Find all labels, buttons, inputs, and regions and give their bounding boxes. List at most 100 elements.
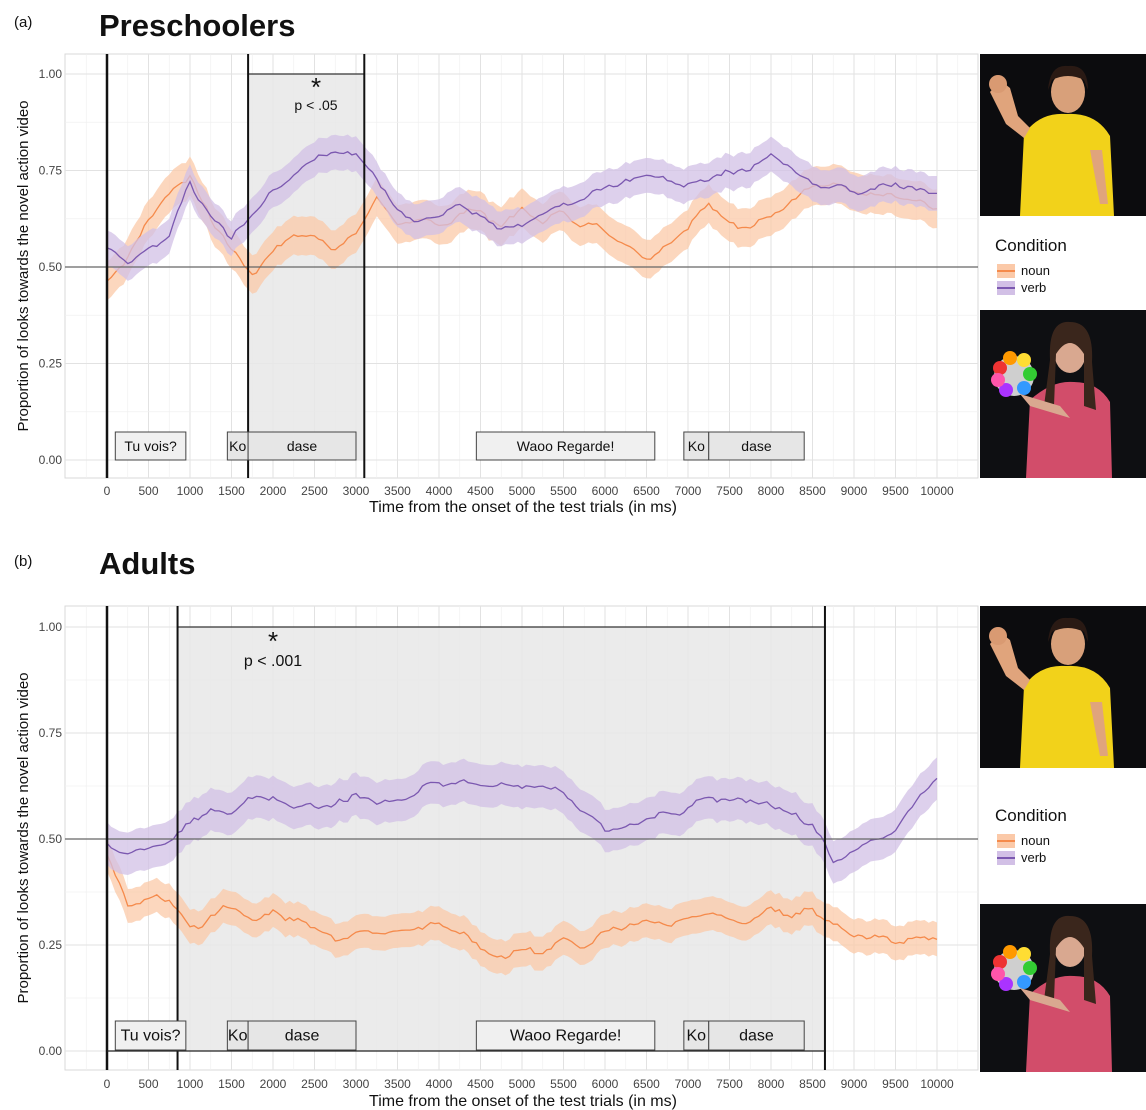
x-axis-title: Time from the onset of the test trials (… <box>369 1093 677 1110</box>
speech-label-box <box>247 1020 357 1051</box>
x-tick-label: 2500 <box>301 1077 328 1091</box>
x-axis-title: Time from the onset of the test trials (… <box>369 499 677 516</box>
y-tick-label: 1.00 <box>39 67 63 81</box>
legend-label-verb: verb <box>1021 280 1047 295</box>
x-tick-label: 8000 <box>758 1077 785 1091</box>
speech-label: Ko <box>687 1028 707 1045</box>
x-tick-label: 4500 <box>467 484 494 498</box>
panel-a-title: Preschoolers <box>99 8 296 43</box>
noun-swatch <box>995 263 1017 278</box>
woman-flexing-arm-photo <box>980 606 1146 768</box>
x-tick-label: 7000 <box>675 1077 702 1091</box>
x-tick-label: 500 <box>138 484 158 498</box>
speech-label: dase <box>287 438 318 454</box>
y-tick-label: 0.75 <box>39 164 63 178</box>
x-tick-label: 500 <box>138 1077 158 1091</box>
x-tick-label: 2000 <box>260 484 287 498</box>
series-line-verb <box>106 777 938 864</box>
x-tick-label: 7500 <box>716 1077 743 1091</box>
x-tick-label: 5000 <box>509 484 536 498</box>
chart-panel-b <box>64 605 979 1071</box>
y-tick-label: 0.75 <box>39 726 63 740</box>
y-tick-label: 0.50 <box>39 832 63 846</box>
y-tick-label: 0.50 <box>39 260 63 274</box>
significance-star: * <box>268 626 278 656</box>
speech-label: Waoo Regarde! <box>510 1028 621 1045</box>
speech-label-box <box>708 431 805 461</box>
verb-swatch <box>995 850 1017 865</box>
legend-item-noun: noun <box>995 832 1067 849</box>
legend-label-noun: noun <box>1021 263 1050 278</box>
x-tick-label: 5500 <box>550 1077 577 1091</box>
x-tick-label: 9000 <box>841 484 868 498</box>
x-tick-label: 6000 <box>592 484 619 498</box>
speech-label: dase <box>739 1028 774 1045</box>
x-tick-label: 2500 <box>301 484 328 498</box>
speech-label-box <box>114 431 187 461</box>
x-tick-label: 1500 <box>218 484 245 498</box>
speech-label: Waoo Regarde! <box>517 438 615 454</box>
x-tick-label: 4500 <box>467 1077 494 1091</box>
x-tick-label: 0 <box>104 484 111 498</box>
x-tick-label: 6500 <box>633 484 660 498</box>
y-tick-label: 0.25 <box>39 357 63 371</box>
legend-a: Condition noun verb <box>995 236 1067 296</box>
legend-item-noun: noun <box>995 262 1067 279</box>
speech-label: Tu vois? <box>124 438 177 454</box>
x-tick-label: 5500 <box>550 484 577 498</box>
significance-p-value: p < .05 <box>294 97 337 113</box>
panel-a-letter: (a) <box>14 14 33 31</box>
panel-b-letter: (b) <box>14 553 33 570</box>
woman-holding-toy-photo <box>980 310 1146 478</box>
x-tick-label: 4000 <box>426 1077 453 1091</box>
speech-label-box <box>475 1020 656 1051</box>
x-tick-label: 8000 <box>758 484 785 498</box>
x-tick-label: 10000 <box>920 484 954 498</box>
speech-label: dase <box>285 1028 320 1045</box>
woman-holding-toy-photo <box>980 904 1146 1072</box>
speech-label: dase <box>741 438 772 454</box>
significance-p-value: p < .001 <box>244 653 302 670</box>
speech-label-box <box>247 431 357 461</box>
x-tick-label: 3000 <box>343 484 370 498</box>
speech-label-box <box>114 1020 187 1051</box>
chart-panel-a <box>64 53 979 479</box>
y-axis-title: Proportion of looks towards the novel ac… <box>15 100 32 431</box>
speech-label: Ko <box>229 438 246 454</box>
series-line-verb <box>106 151 937 265</box>
x-tick-label: 6500 <box>633 1077 660 1091</box>
speech-label-box <box>708 1020 805 1051</box>
x-tick-label: 0 <box>104 1077 111 1091</box>
legend-label-noun: noun <box>1021 833 1050 848</box>
panel-b-title: Adults <box>99 546 196 581</box>
y-axis-title: Proportion of looks towards the novel ac… <box>15 672 32 1003</box>
woman-flexing-arm-photo <box>980 54 1146 216</box>
y-tick-label: 0.25 <box>39 938 63 952</box>
speech-label: Ko <box>688 438 705 454</box>
x-tick-label: 6000 <box>592 1077 619 1091</box>
legend-label-verb: verb <box>1021 850 1047 865</box>
series-band-verb <box>107 757 937 884</box>
x-tick-label: 8500 <box>799 1077 826 1091</box>
speech-label: Ko <box>228 1028 248 1045</box>
legend-title: Condition <box>995 236 1067 255</box>
x-tick-label: 7500 <box>716 484 743 498</box>
x-tick-label: 7000 <box>675 484 702 498</box>
speech-label-box <box>475 431 656 461</box>
x-tick-label: 2000 <box>260 1077 287 1091</box>
x-tick-label: 4000 <box>426 484 453 498</box>
legend-item-verb: verb <box>995 279 1067 296</box>
x-tick-label: 1000 <box>177 1077 204 1091</box>
x-tick-label: 3500 <box>384 1077 411 1091</box>
x-tick-label: 1000 <box>177 484 204 498</box>
x-tick-label: 3500 <box>384 484 411 498</box>
x-tick-label: 9000 <box>841 1077 868 1091</box>
series-band-noun <box>107 837 937 976</box>
x-tick-label: 5000 <box>509 1077 536 1091</box>
series-line-noun <box>106 854 938 960</box>
speech-label-box <box>683 431 710 461</box>
x-tick-label: 9500 <box>882 1077 909 1091</box>
verb-swatch <box>995 280 1017 295</box>
x-tick-label: 1500 <box>218 1077 245 1091</box>
